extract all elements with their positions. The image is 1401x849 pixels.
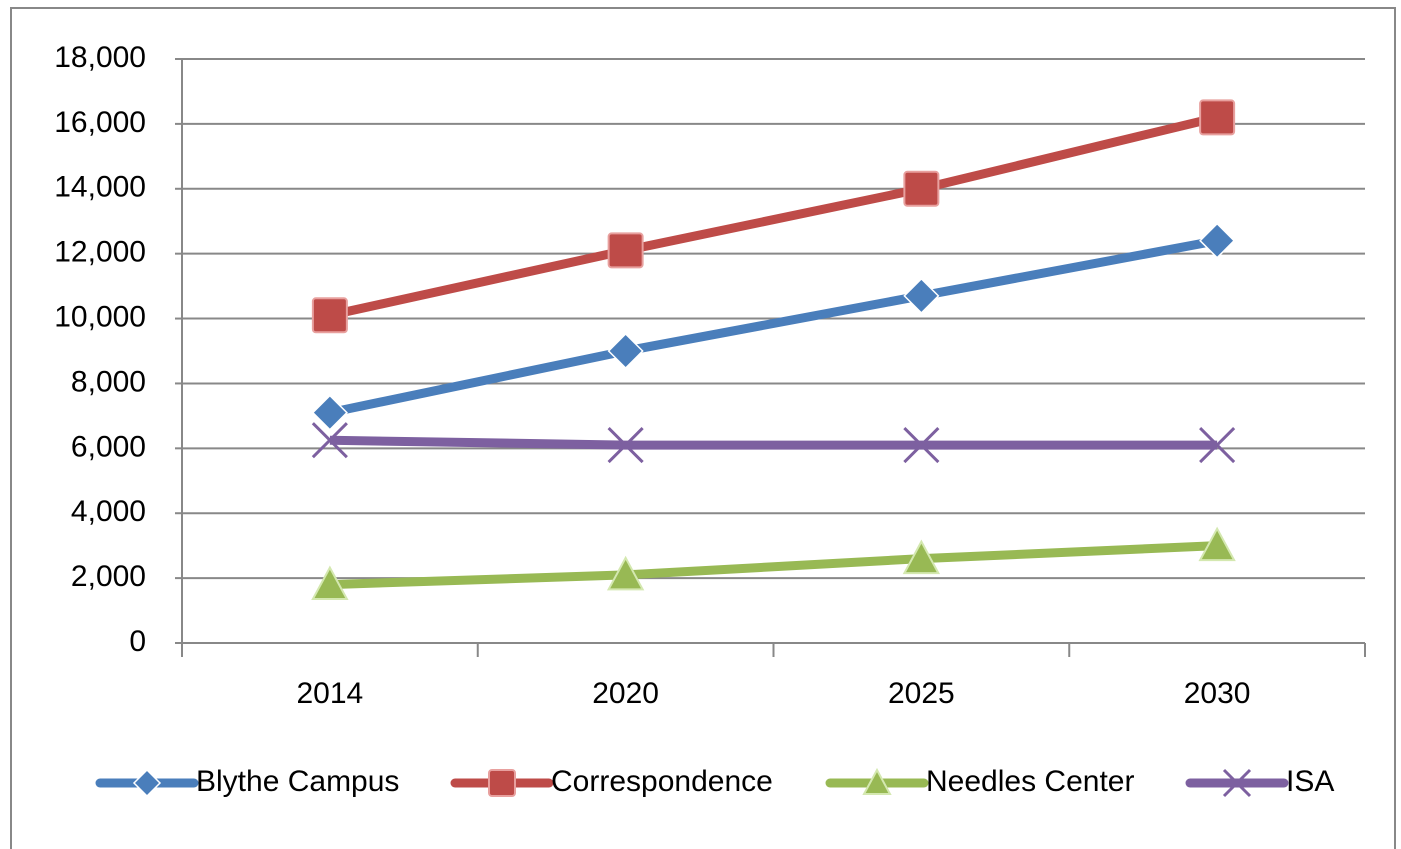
x-tick-label: 2025 [888, 677, 955, 710]
y-tick-label: 4,000 [71, 495, 146, 528]
data-point [311, 422, 348, 459]
data-point [903, 170, 940, 207]
data-point [902, 539, 941, 575]
legend-label: ISA [1286, 765, 1334, 798]
data-point [607, 332, 644, 370]
data-point [606, 555, 645, 591]
data-point [311, 297, 348, 334]
legend-marker [132, 768, 162, 798]
x-tick-label: 2020 [592, 677, 659, 710]
data-point [311, 565, 349, 601]
data-point [903, 427, 940, 464]
data-point [311, 394, 348, 431]
legend-label: Blythe Campus [196, 765, 399, 798]
y-tick-label: 2,000 [71, 560, 146, 593]
data-point [607, 232, 644, 269]
legend-label: Correspondence [551, 765, 773, 798]
y-tick-label: 0 [129, 625, 146, 658]
x-tick-label: 2030 [1184, 677, 1251, 710]
series-line [329, 541, 1218, 590]
data-point [903, 277, 940, 314]
y-tick-label: 6,000 [71, 430, 146, 463]
y-tick-label: 12,000 [54, 236, 146, 269]
x-tick-label: 2014 [297, 677, 364, 710]
data-point [607, 427, 644, 464]
y-tick-label: 8,000 [71, 365, 146, 398]
data-point [1199, 427, 1236, 464]
chart-border [10, 7, 1396, 849]
legend-marker [488, 769, 516, 797]
data-point [1199, 222, 1236, 259]
series-line [328, 113, 1219, 320]
legend-marker [1222, 768, 1252, 798]
y-tick-label: 10,000 [54, 300, 146, 333]
y-tick-label: 16,000 [54, 106, 146, 139]
legend-marker [862, 767, 892, 796]
y-tick-label: 14,000 [54, 171, 146, 204]
series-line [328, 236, 1218, 418]
data-point [1199, 99, 1236, 136]
y-tick-label: 18,000 [54, 41, 146, 74]
series-line [329, 435, 1218, 450]
data-point [1198, 526, 1236, 562]
legend-label: Needles Center [926, 765, 1134, 798]
